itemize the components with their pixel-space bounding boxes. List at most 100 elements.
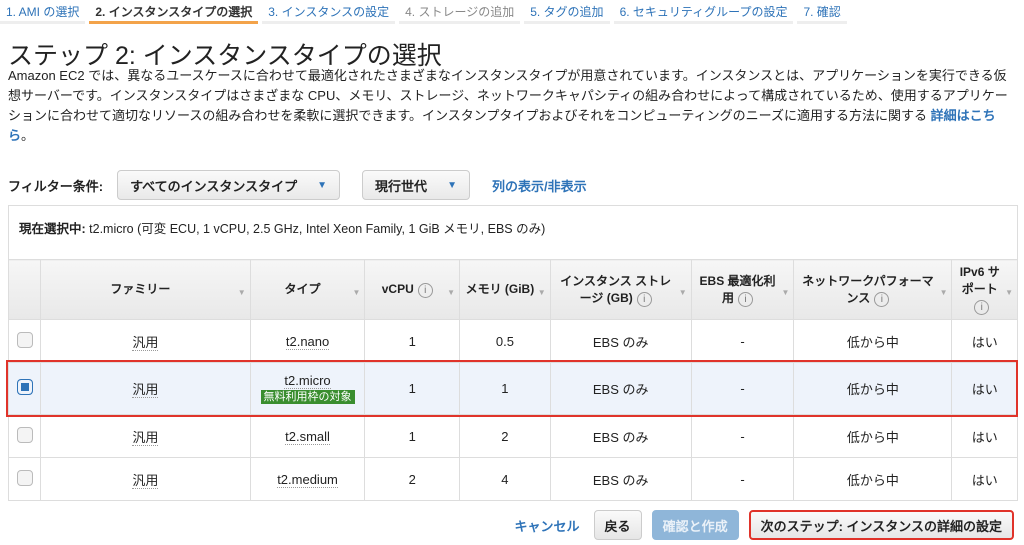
- type-cell: t2.small: [249, 414, 366, 458]
- sort-icon[interactable]: ▼: [537, 288, 546, 297]
- sort-icon[interactable]: ▼: [781, 288, 790, 297]
- memory-cell: 1: [459, 362, 551, 415]
- type-value: t2.nano: [285, 333, 330, 350]
- column-header-label: インスタンス ストレージ (GB): [560, 273, 672, 305]
- column-header-7[interactable]: ネットワークパフォーマンス i ▼: [793, 259, 953, 320]
- info-icon[interactable]: i: [974, 300, 990, 315]
- step-tab-7[interactable]: 7. 確認: [797, 0, 847, 24]
- memory-cell: 4: [459, 457, 551, 501]
- column-header-label: EBS 最適化利用: [699, 273, 776, 305]
- chevron-down-icon: ▼: [447, 179, 457, 191]
- row-checkbox[interactable]: [16, 426, 33, 443]
- type-value: t2.medium: [277, 471, 338, 488]
- type-value: t2.micro: [284, 373, 331, 389]
- row-checkbox[interactable]: [16, 379, 33, 395]
- filter-label: フィルター条件:: [8, 178, 104, 194]
- instance-type-filter-select[interactable]: すべてのインスタンスタイプ ▼: [117, 170, 341, 200]
- column-header-8[interactable]: IPv6 サポート i ▼: [951, 259, 1018, 320]
- family-cell: 汎用: [40, 457, 251, 501]
- description-end: 。: [21, 128, 35, 143]
- family-cell: 汎用: [40, 319, 251, 363]
- row-checkbox[interactable]: [16, 469, 33, 486]
- sort-icon[interactable]: ▼: [352, 288, 361, 297]
- description-text: Amazon EC2 では、異なるユースケースに合わせて最適化されたさまざまなイ…: [8, 68, 1008, 123]
- network-cell: 低から中: [793, 414, 953, 458]
- network-cell: 低から中: [793, 362, 953, 415]
- network-cell: 低から中: [793, 319, 953, 363]
- column-header-6[interactable]: EBS 最適化利用 i ▼: [690, 259, 795, 320]
- cancel-button[interactable]: キャンセル: [514, 518, 580, 534]
- ipv6-cell: はい: [951, 414, 1018, 458]
- show-hide-columns-link[interactable]: 列の表示/非表示: [491, 178, 587, 194]
- sort-icon[interactable]: ▼: [939, 288, 948, 297]
- column-header-3[interactable]: vCPU i ▼: [364, 259, 461, 320]
- select-value: すべてのインスタンスタイプ: [130, 178, 298, 194]
- vcpu-cell: 1: [364, 362, 461, 415]
- free-tier-badge: 無料利用枠の対象: [260, 390, 355, 404]
- page-description: Amazon EC2 では、異なるユースケースに合わせて最適化されたさまざまなイ…: [8, 66, 1018, 146]
- sort-icon[interactable]: ▼: [237, 288, 246, 297]
- sort-icon[interactable]: ▼: [1005, 288, 1013, 297]
- vcpu-cell: 1: [364, 319, 461, 363]
- wizard-steps: 1. AMI の選択 2. インスタンスタイプの選択 3. インスタンスの設定 4. …: [0, 0, 851, 24]
- storage-cell: EBS のみ: [549, 319, 692, 363]
- column-header-5[interactable]: インスタンス ストレージ (GB) i ▼: [549, 259, 692, 320]
- info-icon[interactable]: i: [636, 291, 652, 307]
- family-value: 汎用: [132, 429, 159, 446]
- column-header-label: ファミリー: [110, 282, 171, 296]
- table-row[interactable]: 汎用 t2.nano 1 0.5 EBS のみ - 低から中 はい: [7, 319, 1018, 363]
- type-cell: t2.medium: [249, 457, 366, 501]
- family-value: 汎用: [132, 472, 159, 489]
- chevron-down-icon: ▼: [317, 179, 328, 191]
- ebs-cell: -: [690, 362, 795, 415]
- table-row[interactable]: 汎用 t2.medium 2 4 EBS のみ - 低から中 はい: [7, 457, 1018, 501]
- current-selection-value: t2.micro (可変 ECU, 1 vCPU, 2.5 GHz, Intel…: [85, 222, 546, 236]
- type-cell: t2.micro 無料利用枠の対象: [249, 362, 366, 415]
- step-tab-5[interactable]: 5. タグの追加: [524, 0, 610, 24]
- column-header-1[interactable]: ファミリー ▼: [40, 259, 251, 320]
- next-configure-instance-button[interactable]: 次のステップ: インスタンスの詳細の設定: [748, 510, 1014, 540]
- vcpu-cell: 2: [364, 457, 461, 501]
- table-row[interactable]: 汎用 t2.small 1 2 EBS のみ - 低から中 はい: [7, 414, 1018, 458]
- table-row[interactable]: 汎用 t2.micro 無料利用枠の対象 1 1 EBS のみ - 低から中 はい: [7, 362, 1018, 415]
- step-tab-2[interactable]: 2. インスタンスタイプの選択: [89, 0, 259, 24]
- memory-cell: 2: [459, 414, 551, 458]
- learn-more-link[interactable]: 詳細はこちら: [8, 108, 996, 143]
- review-and-launch-button[interactable]: 確認と作成: [651, 510, 739, 540]
- column-header-label: IPv6 サポート: [959, 265, 1000, 296]
- step-tab-3[interactable]: 3. インスタンスの設定: [262, 0, 396, 24]
- vcpu-cell: 1: [364, 414, 461, 458]
- step-tab-6[interactable]: 6. セキュリティグループの設定: [613, 0, 794, 24]
- column-header-2[interactable]: タイプ ▼: [249, 259, 366, 320]
- ebs-cell: -: [690, 319, 795, 363]
- row-checkbox[interactable]: [16, 331, 33, 348]
- select-value: 現行世代: [375, 178, 428, 194]
- storage-cell: EBS のみ: [549, 457, 692, 501]
- type-value: t2.small: [285, 428, 330, 445]
- filter-bar: フィルター条件: すべてのインスタンスタイプ ▼ 現行世代 ▼ 列の表示/非表示: [8, 170, 587, 200]
- ebs-cell: -: [690, 457, 795, 501]
- current-selection: 現在選択中: t2.micro (可変 ECU, 1 vCPU, 2.5 GHz…: [8, 205, 1018, 260]
- column-header-label: メモリ (GiB): [465, 282, 535, 296]
- storage-cell: EBS のみ: [549, 362, 692, 415]
- back-button[interactable]: 戻る: [593, 510, 642, 540]
- footer-actions: キャンセル 戻る 確認と作成 次のステップ: インスタンスの詳細の設定: [515, 510, 1014, 540]
- info-icon[interactable]: i: [874, 291, 890, 307]
- sort-icon[interactable]: ▼: [447, 288, 456, 297]
- row-select-cell[interactable]: [7, 319, 42, 363]
- row-select-cell[interactable]: [7, 362, 42, 415]
- info-icon[interactable]: i: [738, 291, 754, 307]
- current-selection-label: 現在選択中:: [19, 222, 86, 236]
- column-header-4[interactable]: メモリ (GiB) ▼: [459, 259, 551, 320]
- sort-icon[interactable]: ▼: [678, 288, 687, 297]
- ipv6-cell: はい: [951, 319, 1018, 363]
- network-cell: 低から中: [793, 457, 953, 501]
- info-icon[interactable]: i: [417, 283, 433, 298]
- ipv6-cell: はい: [951, 457, 1018, 501]
- page-title: ステップ 2: インスタンスタイプの選択: [8, 42, 442, 70]
- row-select-cell[interactable]: [7, 457, 42, 501]
- row-select-cell[interactable]: [7, 414, 42, 458]
- ebs-cell: -: [690, 414, 795, 458]
- step-tab-1[interactable]: 1. AMI の選択: [0, 0, 86, 24]
- generation-filter-select[interactable]: 現行世代 ▼: [362, 170, 470, 200]
